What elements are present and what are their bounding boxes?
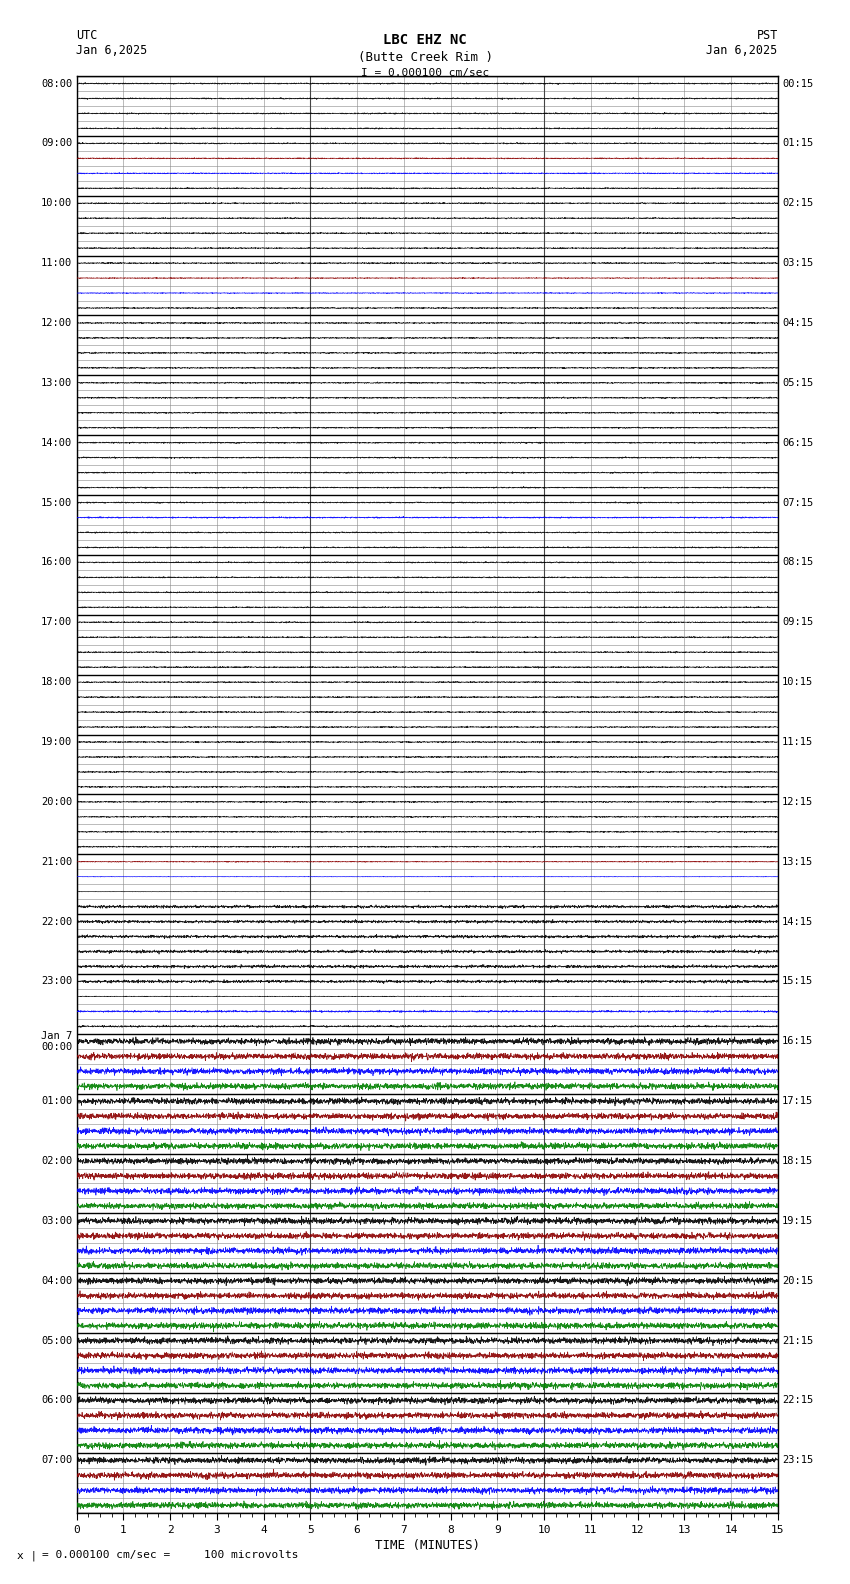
Text: I = 0.000100 cm/sec: I = 0.000100 cm/sec xyxy=(361,68,489,78)
Text: UTC: UTC xyxy=(76,29,98,41)
Text: LBC EHZ NC: LBC EHZ NC xyxy=(383,33,467,48)
Text: (Butte Creek Rim ): (Butte Creek Rim ) xyxy=(358,51,492,63)
Text: Jan 6,2025: Jan 6,2025 xyxy=(76,44,148,57)
Text: PST: PST xyxy=(756,29,778,41)
Text: Jan 6,2025: Jan 6,2025 xyxy=(706,44,778,57)
X-axis label: TIME (MINUTES): TIME (MINUTES) xyxy=(375,1538,479,1552)
Text: = 0.000100 cm/sec =     100 microvolts: = 0.000100 cm/sec = 100 microvolts xyxy=(42,1551,299,1560)
Text: x |: x | xyxy=(17,1551,37,1560)
